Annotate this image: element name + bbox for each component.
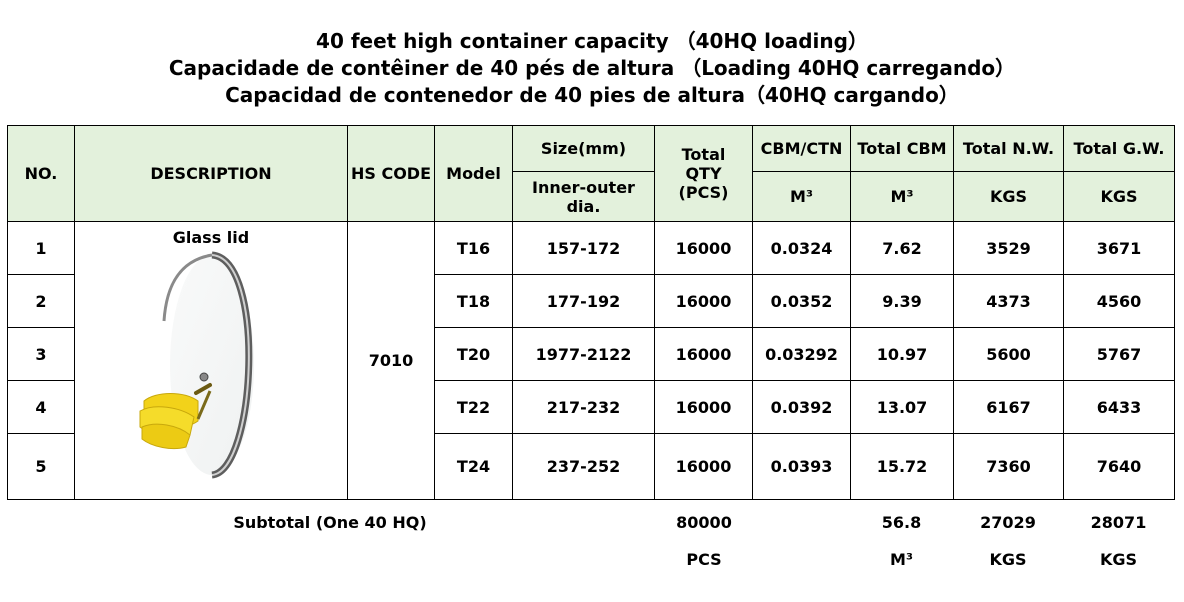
subtotal-block: Subtotal (One 40 HQ) 80000 PCS 56.8 M³ 2… xyxy=(0,503,1184,593)
cell-total-nw: 5600 xyxy=(953,327,1064,381)
cell-qty: 16000 xyxy=(654,380,753,434)
cell-qty: 16000 xyxy=(654,274,753,328)
cell-total-cbm: 7.62 xyxy=(850,221,954,275)
title-portuguese: Capacidade de contêiner de 40 pés de alt… xyxy=(168,56,1016,80)
header-cbm-ctn: CBM/CTN xyxy=(752,125,851,172)
page-titles: 40 feet high container capacity （40HQ lo… xyxy=(0,28,1184,109)
cell-no: 4 xyxy=(7,380,75,434)
cell-hs-code: 7010 xyxy=(347,221,435,500)
cell-total-cbm: 13.07 xyxy=(850,380,954,434)
cell-model: T18 xyxy=(434,274,513,328)
glass-lid-image xyxy=(139,251,254,479)
cell-model: T16 xyxy=(434,221,513,275)
cell-total-nw: 4373 xyxy=(953,274,1064,328)
header-total-nw: Total N.W. xyxy=(953,125,1064,172)
cell-cbm-ctn: 0.0324 xyxy=(752,221,851,275)
cell-size: 1977-2122 xyxy=(512,327,655,381)
header-total-cbm-unit: M³ xyxy=(850,171,954,222)
subtotal-gw: 28071 xyxy=(1090,513,1147,532)
cell-qty: 16000 xyxy=(654,433,753,500)
header-description: DESCRIPTION xyxy=(74,125,348,222)
cell-total-nw: 3529 xyxy=(953,221,1064,275)
cell-total-gw: 3671 xyxy=(1063,221,1175,275)
cell-total-gw: 7640 xyxy=(1063,433,1175,500)
title-english: 40 feet high container capacity （40HQ lo… xyxy=(316,29,868,53)
product-description: Glass lid xyxy=(172,228,250,247)
table-row: 3 T20 1977-2122 16000 0.03292 10.97 5600… xyxy=(7,327,1175,381)
cell-size: 157-172 xyxy=(512,221,655,275)
cell-total-cbm: 10.97 xyxy=(850,327,954,381)
cell-total-nw: 6167 xyxy=(953,380,1064,434)
header-total-cbm: Total CBM xyxy=(850,125,954,172)
cell-size: 217-232 xyxy=(512,380,655,434)
header-model: Model xyxy=(434,125,513,222)
cell-cbm-ctn: 0.0393 xyxy=(752,433,851,500)
cell-total-cbm: 9.39 xyxy=(850,274,954,328)
header-total-gw-unit: KGS xyxy=(1063,171,1175,222)
subtotal-cbm: 56.8 xyxy=(881,513,922,532)
cell-size: 177-192 xyxy=(512,274,655,328)
title-spanish: Capacidad de contenedor de 40 pies de al… xyxy=(225,83,959,107)
subtotal-qty-unit: PCS xyxy=(686,550,722,569)
subtotal-cbm-unit: M³ xyxy=(890,550,913,569)
cell-model: T20 xyxy=(434,327,513,381)
cell-model: T22 xyxy=(434,380,513,434)
header-size-sub: Inner-outer dia. xyxy=(512,171,655,222)
cell-cbm-ctn: 0.0392 xyxy=(752,380,851,434)
header-total-nw-unit: KGS xyxy=(953,171,1064,222)
subtotal-nw-unit: KGS xyxy=(989,550,1027,569)
table-row: 1 Glass lid xyxy=(7,221,1175,500)
header-total-gw: Total G.W. xyxy=(1063,125,1175,172)
subtotal-gw-unit: KGS xyxy=(1099,550,1138,569)
cell-cbm-ctn: 0.03292 xyxy=(752,327,851,381)
subtotal-label: Subtotal (One 40 HQ) xyxy=(233,513,427,532)
cell-no: 2 xyxy=(7,274,75,328)
table-row: 4 T22 217-232 16000 0.0392 13.07 6167 64… xyxy=(7,380,1175,434)
table-row: 5 T24 237-252 16000 0.0393 15.72 7360 76… xyxy=(7,433,1175,500)
cell-no: 3 xyxy=(7,327,75,381)
header-no: NO. xyxy=(7,125,75,222)
cell-total-nw: 7360 xyxy=(953,433,1064,500)
cell-qty: 16000 xyxy=(654,221,753,275)
cell-no: 5 xyxy=(7,433,75,500)
header-hs-code: HS CODE xyxy=(347,125,435,222)
capacity-table: NO. DESCRIPTION HS CODE Model Size(mm) T… xyxy=(7,125,1175,500)
cell-description: Glass lid xyxy=(74,221,348,500)
subtotal-nw: 27029 xyxy=(980,513,1036,532)
cell-total-gw: 4560 xyxy=(1063,274,1175,328)
header-size: Size(mm) xyxy=(512,125,655,172)
cell-total-cbm: 15.72 xyxy=(850,433,954,500)
table-row: 2 T18 177-192 16000 0.0352 9.39 4373 456… xyxy=(7,274,1175,328)
cell-total-gw: 6433 xyxy=(1063,380,1175,434)
header-total-qty: Total QTY (PCS) xyxy=(654,125,753,222)
cell-no: 1 xyxy=(7,221,75,275)
cell-model: T24 xyxy=(434,433,513,500)
cell-size: 237-252 xyxy=(512,433,655,500)
subtotal-qty: 80000 xyxy=(676,513,732,532)
header-cbm-ctn-unit: M³ xyxy=(752,171,851,222)
cell-qty: 16000 xyxy=(654,327,753,381)
cell-total-gw: 5767 xyxy=(1063,327,1175,381)
cell-cbm-ctn: 0.0352 xyxy=(752,274,851,328)
